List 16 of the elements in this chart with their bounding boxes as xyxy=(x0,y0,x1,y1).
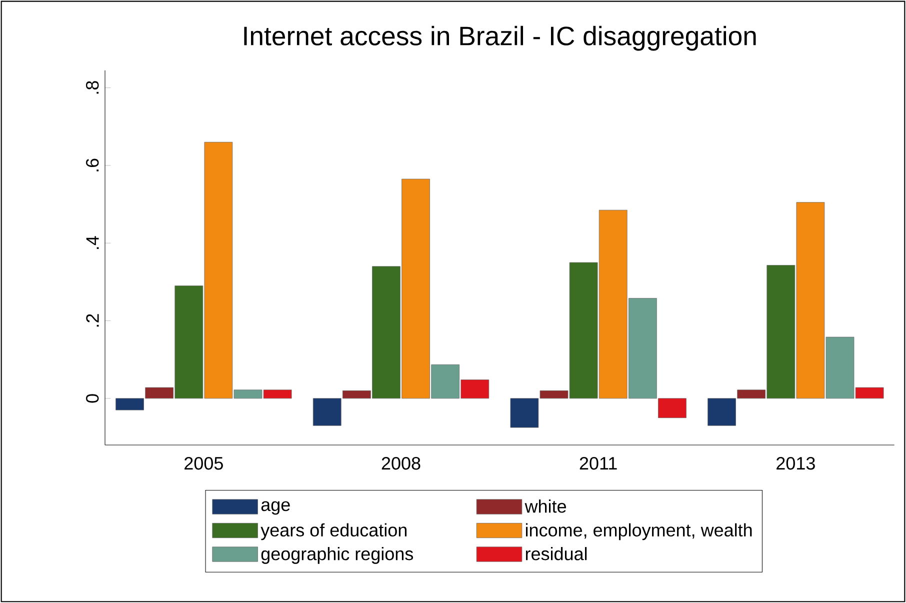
legend-label: white xyxy=(524,500,566,513)
y-tick-label: .8 xyxy=(86,81,99,94)
chart-title: Internet access in Brazil - IC disaggregation xyxy=(244,26,756,51)
x-tick-label: 2008 xyxy=(382,456,420,470)
x-tick-label: 2011 xyxy=(580,456,617,470)
legend-label: income, employment, wealth xyxy=(526,523,752,540)
x-tick-label: 2013 xyxy=(776,456,815,470)
legend-label: residual xyxy=(526,547,587,560)
legend-label: years of education xyxy=(260,523,407,540)
x-tick-label: 2005 xyxy=(184,456,223,470)
legend-label: age xyxy=(261,501,290,515)
y-tick-label: .4 xyxy=(86,236,99,249)
y-tick-label: .6 xyxy=(86,158,99,172)
y-tick-label: .2 xyxy=(86,314,99,327)
y-tick-label: 0 xyxy=(86,394,99,403)
legend-label: geographic regions xyxy=(261,547,414,564)
